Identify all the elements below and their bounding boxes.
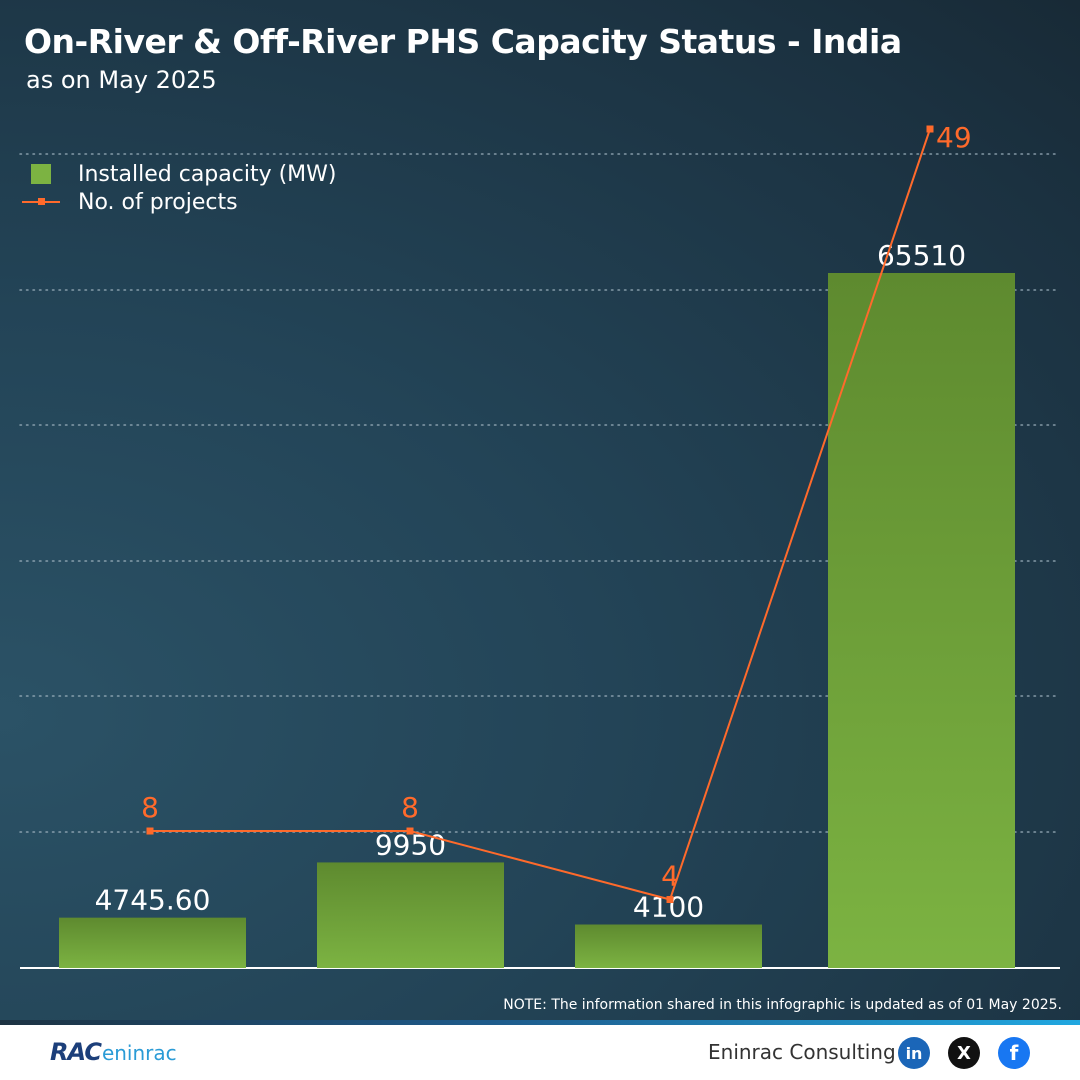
- bar-1: [317, 862, 504, 968]
- chart-title: On-River & Off-River PHS Capacity Status…: [24, 22, 902, 61]
- logo-rac-text: RAC: [50, 1038, 102, 1066]
- footer: RAC eninrac Eninrac Consulting in X f: [0, 1025, 1080, 1080]
- brand-name: Eninrac Consulting: [708, 1040, 896, 1064]
- projects-point-2: [666, 896, 674, 904]
- projects-label-3: 49: [936, 121, 972, 154]
- bar-label-0: 4745.60: [95, 884, 211, 917]
- bar-label-2: 4100: [633, 891, 704, 924]
- bar-2: [575, 924, 762, 968]
- chart-subtitle: as on May 2025: [26, 66, 217, 94]
- footer-divider: [0, 1020, 1080, 1025]
- legend-item-installed-capacity: Installed capacity (MW): [22, 160, 337, 188]
- legend-label-installed-capacity: Installed capacity (MW): [78, 161, 337, 187]
- legend-bar-swatch: [22, 164, 60, 184]
- projects-point-0: [146, 827, 154, 835]
- bar-0: [59, 917, 246, 968]
- projects-point-3: [926, 125, 934, 133]
- update-note: NOTE: The information shared in this inf…: [503, 997, 1062, 1013]
- projects-label-0: 8: [141, 791, 159, 824]
- projects-point-1: [406, 827, 414, 835]
- linkedin-icon[interactable]: in: [898, 1037, 930, 1069]
- eninrac-logo[interactable]: RAC eninrac: [50, 1039, 177, 1065]
- facebook-icon[interactable]: f: [998, 1037, 1030, 1069]
- projects-line: [150, 128, 931, 901]
- legend-line-swatch: [22, 192, 60, 212]
- x-icon[interactable]: X: [948, 1037, 980, 1069]
- projects-label-1: 8: [401, 791, 419, 824]
- logo-eninrac-text: eninrac: [101, 1041, 177, 1065]
- bar-3: [828, 273, 1015, 968]
- legend-item-projects: No. of projects: [22, 188, 337, 216]
- chart-legend: Installed capacity (MW) No. of projects: [22, 160, 337, 216]
- projects-label-2: 4: [661, 860, 679, 893]
- legend-label-projects: No. of projects: [78, 189, 238, 215]
